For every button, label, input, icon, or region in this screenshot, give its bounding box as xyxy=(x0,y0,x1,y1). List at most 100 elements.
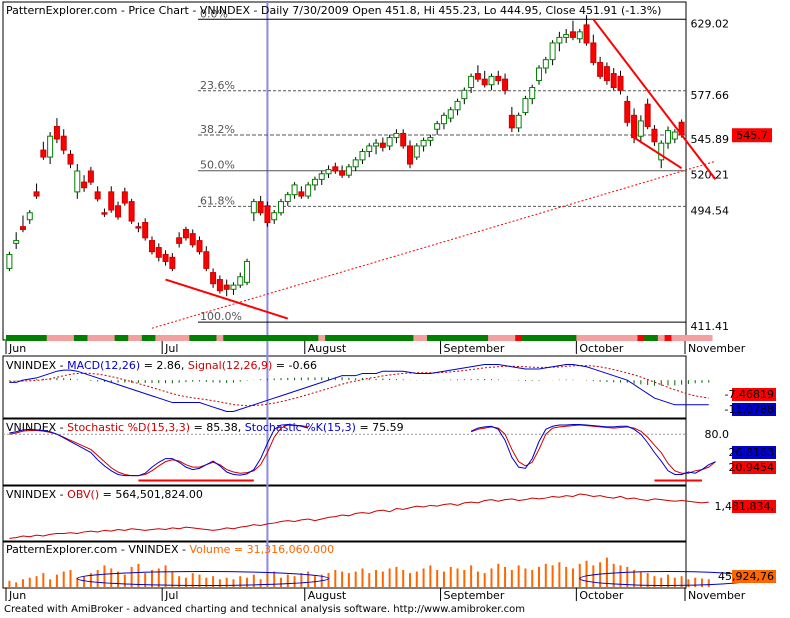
candle-body xyxy=(271,212,278,221)
volume-tag: 45,924,76 xyxy=(718,570,774,583)
footer-credit: Created with AmiBroker - advanced charti… xyxy=(4,604,526,615)
macd-tag: -7.46819 xyxy=(725,388,774,401)
candle-body xyxy=(19,226,26,230)
price-tick-label: 520.21 xyxy=(691,169,730,182)
status-strip-cell xyxy=(94,335,102,341)
fib-label: 100.0% xyxy=(200,310,242,323)
stochastic-d-line xyxy=(470,424,716,474)
stoch-k-tag-bg xyxy=(732,446,776,459)
status-strip-cell xyxy=(175,335,183,341)
status-strip-cell xyxy=(114,335,122,341)
status-strip-cell xyxy=(576,335,584,341)
status-strip-cell xyxy=(678,335,686,341)
status-strip-cell xyxy=(433,335,441,341)
status-strip-cell xyxy=(121,335,129,341)
status-strip-cell xyxy=(19,335,27,341)
candle-body xyxy=(284,194,291,203)
status-strip-cell xyxy=(610,335,618,341)
candle-body xyxy=(298,191,305,197)
status-strip-cell xyxy=(311,335,319,341)
candle-body xyxy=(169,256,176,269)
candle-body xyxy=(230,284,237,290)
status-strip-cell xyxy=(447,335,455,341)
status-strip-cell xyxy=(664,335,672,341)
status-strip-cell xyxy=(623,335,632,341)
status-strip-cell xyxy=(365,335,374,341)
candle-body xyxy=(244,260,251,283)
candle-body xyxy=(379,142,386,148)
status-strip-cell xyxy=(80,335,88,341)
status-strip-cell xyxy=(515,335,523,341)
trendline xyxy=(165,278,289,320)
candle-body xyxy=(135,226,142,229)
status-strip-cell xyxy=(53,335,61,341)
status-strip-cell xyxy=(460,335,469,341)
candle-body xyxy=(291,184,298,196)
status-strip-cell xyxy=(420,335,428,341)
month-label-top: October xyxy=(579,342,623,355)
candle-body xyxy=(40,149,47,158)
status-strip-cell xyxy=(162,335,170,341)
candle-body xyxy=(196,240,203,253)
candle-body xyxy=(556,36,563,44)
trendline xyxy=(633,136,683,170)
status-strip-cell xyxy=(73,335,82,341)
status-strip-cell xyxy=(603,335,611,341)
status-strip-cell xyxy=(379,335,387,341)
candle-body xyxy=(515,114,522,129)
candle-body xyxy=(617,75,624,91)
candle-body xyxy=(67,153,74,165)
candle-body xyxy=(128,201,135,222)
month-label-bottom: Jun xyxy=(8,589,26,602)
candle-body xyxy=(447,109,454,119)
candle-body xyxy=(81,181,88,189)
status-strip-cell xyxy=(651,335,659,341)
status-strip-cell xyxy=(277,335,285,341)
status-strip-cell xyxy=(331,335,340,341)
candle-body xyxy=(610,73,617,89)
status-strip-cell xyxy=(135,335,143,341)
status-strip-cell xyxy=(508,335,516,341)
fib-label: 61.8% xyxy=(200,194,235,207)
candle-body xyxy=(644,103,651,127)
macd-line xyxy=(9,363,709,413)
status-strip-cell xyxy=(542,335,550,341)
status-strip-cell xyxy=(671,335,679,341)
candle-body xyxy=(624,100,631,123)
status-strip-cell xyxy=(657,335,666,341)
status-strip-cell xyxy=(393,335,401,341)
status-strip-cell xyxy=(386,335,394,341)
month-label-bottom: November xyxy=(688,589,746,602)
status-strip-cell xyxy=(549,335,557,341)
status-strip-cell xyxy=(413,335,421,341)
status-strip-cell xyxy=(257,335,265,341)
candle-body xyxy=(495,75,502,82)
status-strip-cell xyxy=(562,335,570,341)
candle-body xyxy=(176,237,183,244)
month-label-top: November xyxy=(688,342,746,355)
stochastic-k-line xyxy=(9,423,309,477)
macd-legend: VNINDEX - MACD(12,26) = 2.86, Signal(12,… xyxy=(6,359,317,372)
candle-body xyxy=(671,131,678,140)
status-strip-cell xyxy=(406,335,414,341)
candle-body xyxy=(47,135,54,158)
chart-title: PatternExplorer.com - Price Chart - VNIN… xyxy=(6,4,661,17)
status-strip-cell xyxy=(46,335,54,341)
candle-body xyxy=(162,254,169,262)
candle-body xyxy=(108,191,115,211)
month-label-bottom: August xyxy=(308,589,347,602)
candle-body xyxy=(359,151,366,161)
status-strip-cell xyxy=(141,335,149,341)
status-strip-cell xyxy=(338,335,346,341)
status-strip-cell xyxy=(352,335,360,341)
price-tick-label: 545.89 xyxy=(691,133,730,146)
status-strip-cell xyxy=(488,335,496,341)
candle-body xyxy=(440,114,447,125)
candle-body xyxy=(311,178,318,186)
last-price-tag-bg xyxy=(732,128,772,143)
obv-tag: 1,481,834, xyxy=(715,500,774,513)
month-label-top: September xyxy=(444,342,505,355)
candle-body xyxy=(53,125,60,140)
month-label-bottom: Jul xyxy=(164,589,178,602)
